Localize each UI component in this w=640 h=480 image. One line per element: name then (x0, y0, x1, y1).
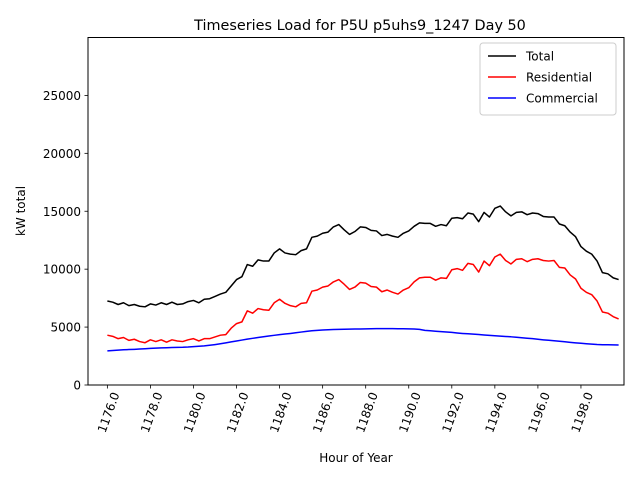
y-tick-label: 0 (73, 379, 81, 393)
axes-frame (87, 37, 625, 386)
series-line-commercial (107, 327, 619, 352)
legend: Total Residential Commercial (479, 42, 617, 116)
legend-label-commercial: Commercial (526, 92, 598, 106)
y-tick-label: 5000 (50, 321, 81, 335)
legend-box (479, 42, 617, 116)
legend-label-total: Total (525, 50, 554, 64)
y-tick-label: 20000 (43, 147, 81, 161)
y-tick-label: 15000 (43, 205, 81, 219)
series-line-total (107, 205, 619, 308)
legend-label-residential: Residential (526, 71, 592, 85)
series-line-residential (107, 253, 619, 344)
y-axis: 0 5000 10000 15000 20000 25000 (43, 89, 88, 393)
y-tick-label: 10000 (43, 263, 81, 277)
y-tick-label: 25000 (43, 89, 81, 103)
chart-title: Timeseries Load for P5U p5uhs9_1247 Day … (193, 18, 526, 34)
x-axis-label: Hour of Year (319, 451, 393, 465)
y-axis-label: kW total (14, 186, 28, 236)
series-lines (107, 205, 619, 352)
